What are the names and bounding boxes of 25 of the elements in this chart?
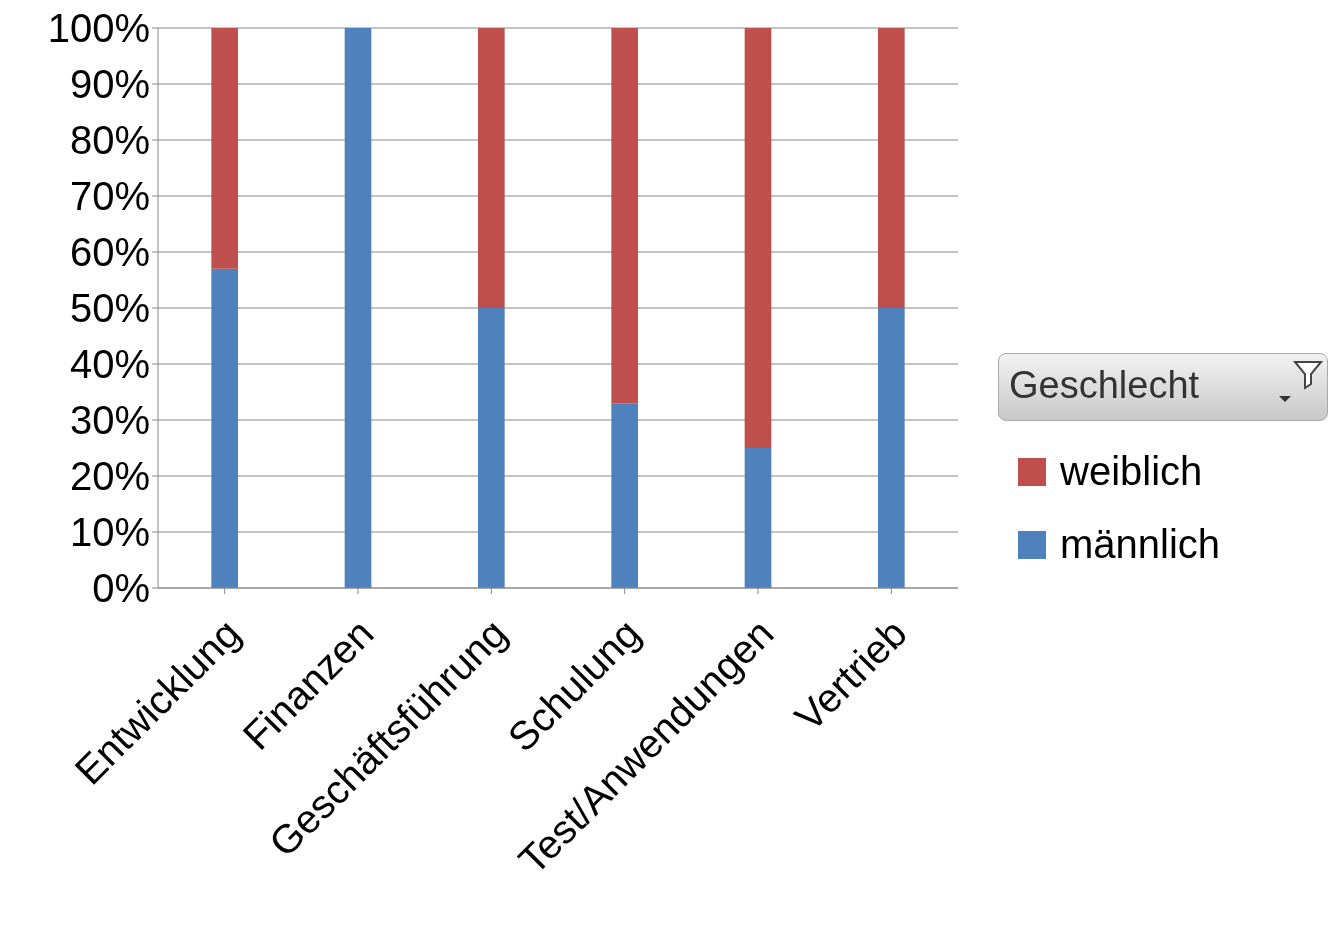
y-tick-label: 70% [69, 174, 150, 219]
bar [611, 28, 638, 404]
bar [211, 28, 238, 269]
y-tick-label: 40% [69, 342, 150, 387]
y-tick-label: 10% [69, 510, 150, 555]
bar [878, 28, 905, 308]
bar [344, 28, 372, 588]
bar [611, 403, 638, 588]
y-tick-label: 0% [92, 566, 150, 611]
bar [744, 448, 772, 588]
bar [211, 268, 238, 588]
bar [478, 28, 505, 308]
y-tick-label: 90% [69, 62, 150, 107]
bar [878, 308, 905, 588]
y-tick-label: 80% [69, 118, 150, 163]
legend-title: Geschlecht [998, 353, 1328, 421]
y-tick-label: 20% [69, 454, 150, 499]
y-tick-label: 50% [69, 286, 150, 331]
y-tick-label: 60% [69, 230, 150, 275]
legend-label: weiblich [1059, 449, 1204, 494]
y-tick-label: 100% [47, 6, 150, 51]
y-tick-label: 30% [69, 398, 150, 443]
bar [478, 308, 505, 588]
bar [744, 28, 772, 448]
legend-label: männlich [1059, 522, 1222, 567]
